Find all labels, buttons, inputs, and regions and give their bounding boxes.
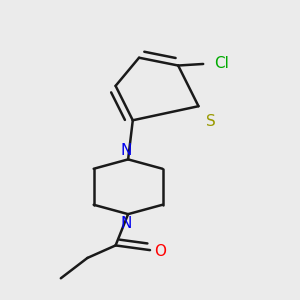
Text: S: S — [206, 114, 216, 129]
Text: O: O — [154, 244, 166, 259]
Text: Cl: Cl — [214, 56, 229, 71]
Text: N: N — [121, 143, 132, 158]
Text: N: N — [121, 216, 132, 231]
